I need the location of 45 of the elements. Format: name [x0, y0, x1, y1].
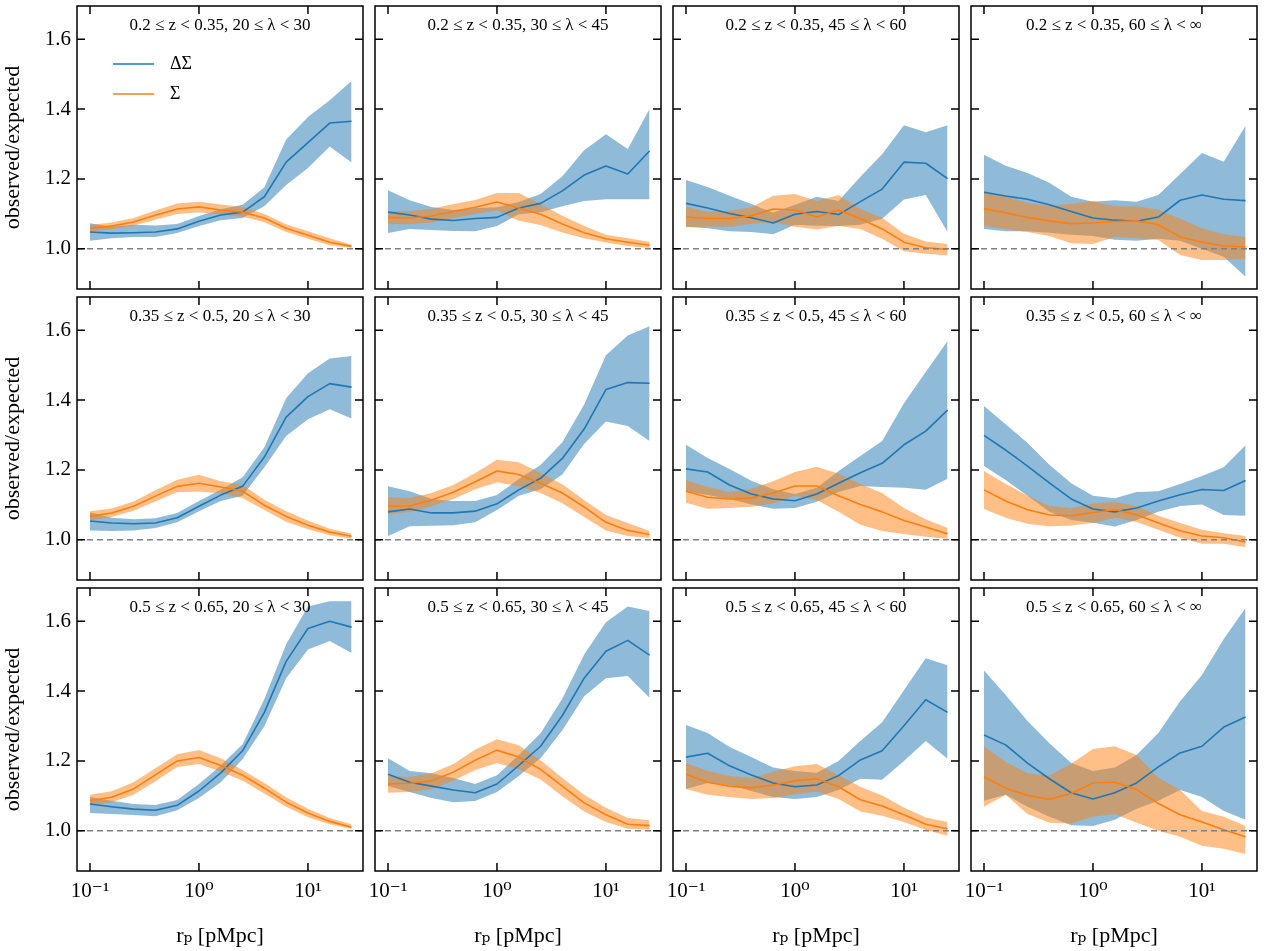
y-tick-label: 1.2: [44, 165, 71, 190]
text: 0.5 ≤ z < 0.65, 20 ≤ λ < 30: [129, 597, 311, 617]
y-tick-label: 1.4: [44, 95, 72, 120]
text: 0.2 ≤ z < 0.35, 60 ≤ λ < ∞: [1025, 15, 1203, 35]
y-tick-label: 1.0: [44, 235, 71, 260]
text: 0.2 ≤ z < 0.35, 20 ≤ λ < 30: [129, 15, 311, 35]
text: 0.2 ≤ z < 0.35, 30 ≤ λ < 45: [427, 15, 609, 35]
x-axis-title: rₚ [pMpc]: [1070, 921, 1158, 947]
x-tick-label: 10¹: [592, 878, 620, 903]
x-tick-label: 10⁰: [1078, 878, 1108, 903]
text: 0.5 ≤ z < 0.65, 45 ≤ λ < 60: [725, 597, 907, 617]
y-tick-label: 1.4: [44, 386, 72, 411]
y-tick-label: 1.6: [44, 607, 71, 632]
x-tick-label: 10¹: [890, 878, 918, 903]
x-tick-label: 10⁻¹: [368, 878, 408, 903]
x-tick-label: 10⁻¹: [666, 878, 706, 903]
y-axis-title: observed/expected: [0, 647, 24, 812]
x-tick-label: 10⁰: [482, 878, 512, 903]
y-tick-label: 1.4: [44, 677, 72, 702]
y-tick-label: 1.2: [44, 747, 71, 772]
x-tick-label: 10⁰: [780, 878, 810, 903]
x-tick-label: 10⁻¹: [964, 878, 1004, 903]
y-tick-label: 1.6: [44, 316, 71, 341]
x-tick-label: 10⁻¹: [70, 878, 110, 903]
x-axis-title: rₚ [pMpc]: [474, 921, 562, 947]
legend-label: Σ: [170, 82, 181, 103]
y-tick-label: 1.6: [44, 25, 71, 50]
text: 0.5 ≤ z < 0.65, 30 ≤ λ < 45: [427, 597, 609, 617]
text: 0.2 ≤ z < 0.35, 45 ≤ λ < 60: [725, 15, 907, 35]
x-tick-label: 10¹: [1188, 878, 1216, 903]
text: 0.35 ≤ z < 0.5, 45 ≤ λ < 60: [725, 306, 907, 326]
x-axis-title: rₚ [pMpc]: [772, 921, 860, 947]
x-tick-label: 10¹: [294, 878, 322, 903]
text: 0.5 ≤ z < 0.65, 60 ≤ λ < ∞: [1025, 597, 1203, 617]
y-axis-title: observed/expected: [0, 65, 24, 230]
x-axis-title: rₚ [pMpc]: [176, 921, 264, 947]
legend-label: ΔΣ: [170, 52, 193, 73]
y-tick-label: 1.0: [44, 526, 71, 551]
x-tick-label: 10⁰: [184, 878, 214, 903]
text: 0.35 ≤ z < 0.5, 60 ≤ λ < ∞: [1025, 306, 1203, 326]
y-tick-label: 1.2: [44, 456, 71, 481]
y-tick-label: 1.0: [44, 817, 71, 842]
text: 0.35 ≤ z < 0.5, 20 ≤ λ < 30: [129, 306, 311, 326]
text: 0.35 ≤ z < 0.5, 30 ≤ λ < 45: [427, 306, 609, 326]
y-axis-title: observed/expected: [0, 356, 24, 521]
